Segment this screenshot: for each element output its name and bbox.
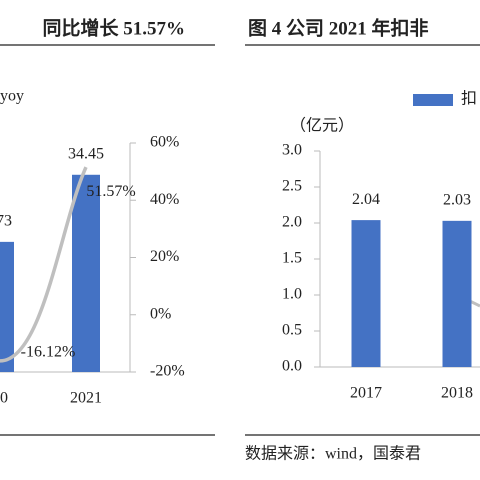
bar (442, 220, 472, 367)
y2-tick-label: 20% (150, 248, 179, 265)
chart-title: 同比增长 51.57% (42, 16, 185, 39)
chart-title: 图 4 公司 2021 年扣非 (248, 16, 429, 39)
y-tick-label: 3.0 (282, 142, 302, 159)
y-tick-label: 2.5 (282, 178, 302, 195)
x-tick-label: 20 (0, 390, 8, 407)
data-label: 51.57% (86, 183, 135, 200)
y2-tick-label: 60% (150, 134, 179, 151)
x-tick-label: 2021 (70, 390, 102, 407)
legend-swatch (413, 94, 453, 106)
bar (351, 220, 381, 367)
legend-label: yoy (0, 88, 24, 105)
y-tick-label: 1.0 (282, 286, 302, 303)
y2-tick-label: 40% (150, 191, 179, 208)
data-label: 34.45 (68, 145, 104, 162)
x-tick-label: 2017 (350, 385, 382, 402)
y2-tick-label: 0% (150, 305, 171, 322)
line (0, 166, 88, 363)
x-tick-label: 2018 (441, 385, 473, 402)
data-label: 2.04 (352, 191, 380, 208)
unit-label: （亿元） (290, 117, 354, 135)
bar (72, 174, 100, 372)
legend-label: 扣 (461, 90, 477, 108)
y-tick-label: 1.5 (282, 250, 302, 267)
data-label: 73 (0, 213, 12, 230)
y2-tick-label: -20% (150, 363, 185, 380)
y-tick-label: 0.5 (282, 322, 302, 339)
bar (0, 241, 14, 372)
y-tick-label: 2.0 (282, 214, 302, 231)
data-label: 2.03 (443, 192, 471, 209)
y-tick-label: 0.0 (282, 358, 302, 375)
data-label: -16.12% (21, 344, 76, 361)
source-note: 数据来源：wind，国泰君 (245, 445, 421, 463)
